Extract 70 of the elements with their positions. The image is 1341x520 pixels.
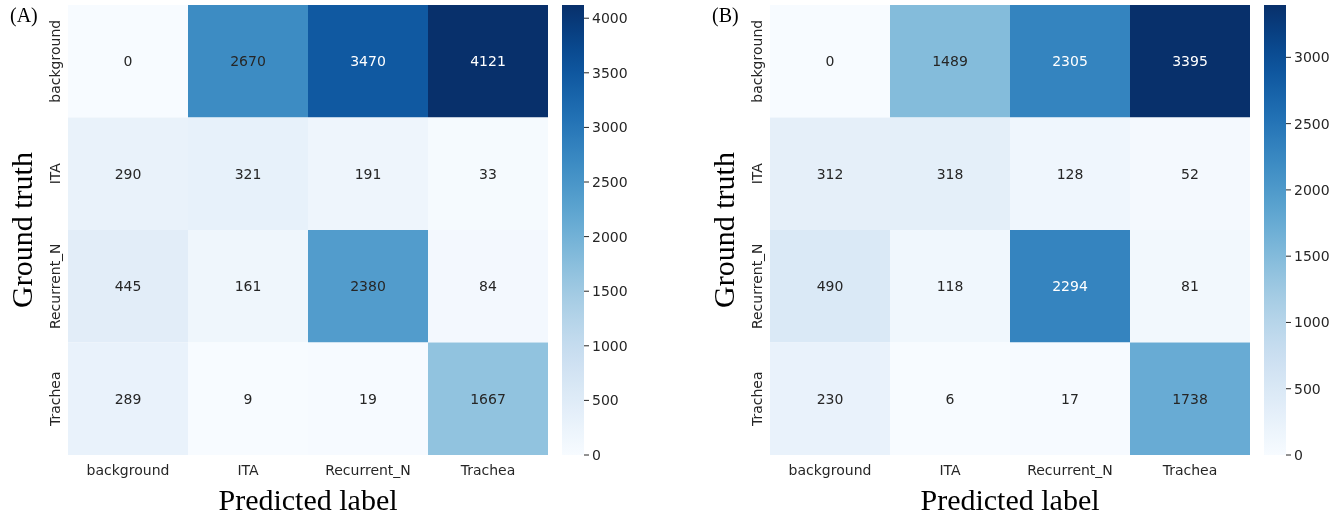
x-tick-label: ITA <box>939 462 962 478</box>
data-label: 321 <box>234 165 262 182</box>
data-label: 290 <box>114 165 142 182</box>
data-label: 33 <box>479 165 497 182</box>
color-bar-label: 0 <box>592 446 601 463</box>
color-bar-label: 2500 <box>592 173 628 190</box>
x-tick-label: Recurrent_N <box>1027 462 1113 478</box>
x-tick-label: Trachea <box>459 462 516 478</box>
data-label: 3395 <box>1172 53 1208 70</box>
y-tick-label: Recurrent_N <box>47 243 63 330</box>
color-bar-label: 1500 <box>1294 248 1330 265</box>
color-bar-label: 500 <box>1294 380 1321 397</box>
data-label: 19 <box>359 390 377 407</box>
data-label: 2305 <box>1052 53 1088 70</box>
color-bar-label: 1500 <box>592 283 628 300</box>
chart-title: (A) <box>10 4 38 27</box>
data-label: 52 <box>1181 165 1199 182</box>
color-bar-label: 4000 <box>592 10 628 27</box>
y-tick-label: ITA <box>749 162 765 185</box>
data-label: 445 <box>114 278 142 295</box>
data-label: 490 <box>816 278 844 295</box>
y-tick-label: Trachea <box>749 371 765 428</box>
x-tick-label: Trachea <box>1161 462 1218 478</box>
y-tick-label: background <box>47 19 63 103</box>
data-label: 230 <box>816 390 844 407</box>
x-tick-label: ITA <box>237 462 260 478</box>
x-axis-title: Predicted label <box>920 483 1100 516</box>
data-label: 1738 <box>1172 390 1208 407</box>
color-bar-label: 1000 <box>592 337 628 354</box>
data-label: 2294 <box>1052 278 1088 295</box>
data-label: 6 <box>945 390 955 407</box>
color-bar-label: 3500 <box>592 64 628 81</box>
color-bar-label: 0 <box>1294 446 1303 463</box>
color-bar-label: 3000 <box>1294 49 1330 66</box>
x-tick-label: background <box>788 462 872 478</box>
color-bar-label: 500 <box>592 392 619 409</box>
y-tick-label: Trachea <box>47 371 63 428</box>
data-label: 191 <box>354 165 382 182</box>
data-label: 161 <box>234 278 262 295</box>
data-label: 1667 <box>470 390 506 407</box>
data-label: 17 <box>1061 390 1079 407</box>
y-tick-label: ITA <box>47 162 63 185</box>
data-label: 2380 <box>350 278 386 295</box>
color-bar-label: 2500 <box>1294 115 1330 132</box>
data-label: 0 <box>825 53 835 70</box>
color-bar-label: 3000 <box>592 119 628 136</box>
y-axis-title: Ground truth <box>5 152 38 308</box>
data-label: 289 <box>114 390 142 407</box>
data-label: 118 <box>936 278 964 295</box>
x-axis-title: Predicted label <box>218 483 398 516</box>
data-label: 318 <box>936 165 964 182</box>
y-tick-label: Recurrent_N <box>749 243 765 330</box>
data-label: 2670 <box>230 53 266 70</box>
data-label: 9 <box>243 390 253 407</box>
color-bar-label: 1000 <box>1294 314 1330 331</box>
data-label: 128 <box>1056 165 1084 182</box>
chart-title: (B) <box>712 4 739 27</box>
color-bar-label: 2000 <box>1294 181 1330 198</box>
data-label: 81 <box>1181 278 1199 295</box>
data-label: 1489 <box>932 53 968 70</box>
data-label: 312 <box>816 165 844 182</box>
data-label: 84 <box>479 278 497 295</box>
color-bar-label: 2000 <box>592 228 628 245</box>
data-label: 4121 <box>470 53 506 70</box>
y-tick-label: background <box>749 19 765 103</box>
x-tick-label: Recurrent_N <box>325 462 411 478</box>
x-tick-label: background <box>86 462 170 478</box>
data-label: 3470 <box>350 53 386 70</box>
y-axis-title: Ground truth <box>707 152 740 308</box>
data-label: 0 <box>123 53 133 70</box>
